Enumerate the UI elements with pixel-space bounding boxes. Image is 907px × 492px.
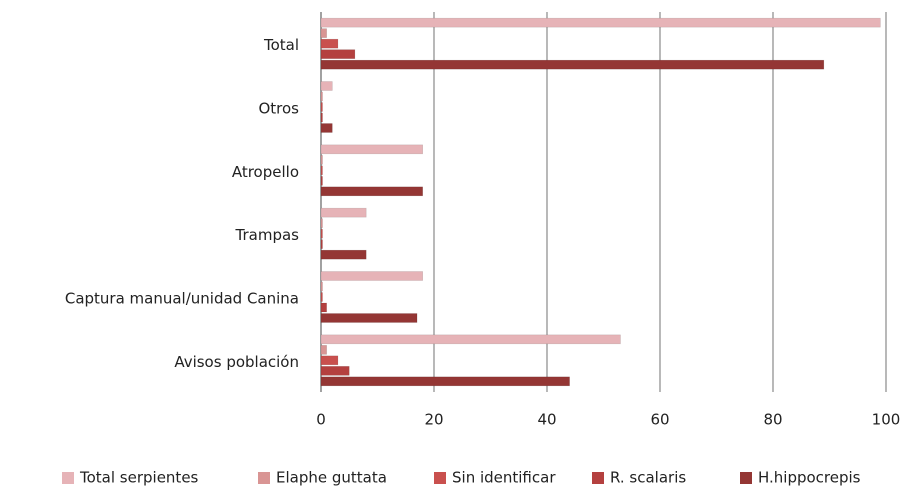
y-tick-label: Atropello <box>232 163 299 181</box>
y-tick-label: Trampas <box>235 226 300 244</box>
bar <box>320 376 570 387</box>
y-tick-label: Captura manual/unidad Canina <box>65 290 299 308</box>
bar <box>320 207 367 218</box>
legend-label: Total serpientes <box>79 469 199 487</box>
legend-label: Sin identificar <box>452 469 556 487</box>
bar <box>320 249 367 260</box>
legend-swatch <box>62 472 74 484</box>
x-tick-label: 20 <box>424 411 443 429</box>
bar <box>320 228 323 239</box>
bar <box>320 165 323 176</box>
bar <box>320 38 339 49</box>
x-tick-label: 60 <box>650 411 669 429</box>
bar <box>320 102 323 112</box>
bar <box>320 239 323 249</box>
bar <box>320 302 327 313</box>
bar <box>320 28 327 38</box>
bar <box>320 186 423 197</box>
legend-label: H.hippocrepis <box>758 469 861 487</box>
x-tick-label: 80 <box>763 411 782 429</box>
x-tick-label: 40 <box>537 411 556 429</box>
bar <box>320 17 881 28</box>
bar <box>320 292 323 302</box>
legend-label: R. scalaris <box>610 469 686 487</box>
bar <box>320 91 323 102</box>
y-tick-label: Avisos población <box>174 353 299 371</box>
y-tick-label: Total <box>263 36 299 54</box>
bar <box>320 176 323 186</box>
bar <box>320 271 423 281</box>
bar <box>320 355 339 366</box>
legend-swatch <box>592 472 604 484</box>
bar <box>320 123 333 133</box>
bar <box>320 218 323 228</box>
bar <box>320 155 323 165</box>
bar <box>320 59 825 70</box>
legend-swatch <box>740 472 752 484</box>
bar <box>320 112 323 123</box>
bar <box>320 366 350 376</box>
bar <box>320 281 323 292</box>
y-tick-label: Otros <box>258 100 299 118</box>
bar <box>320 345 327 355</box>
legend-swatch <box>434 472 446 484</box>
legend-label: Elaphe guttata <box>276 469 387 487</box>
x-tick-label: 0 <box>316 411 326 429</box>
bar <box>320 144 423 155</box>
x-tick-label: 100 <box>872 411 901 429</box>
bar <box>320 334 621 345</box>
legend-swatch <box>258 472 270 484</box>
bar <box>320 49 356 59</box>
bar <box>320 313 418 323</box>
bar <box>320 81 333 91</box>
